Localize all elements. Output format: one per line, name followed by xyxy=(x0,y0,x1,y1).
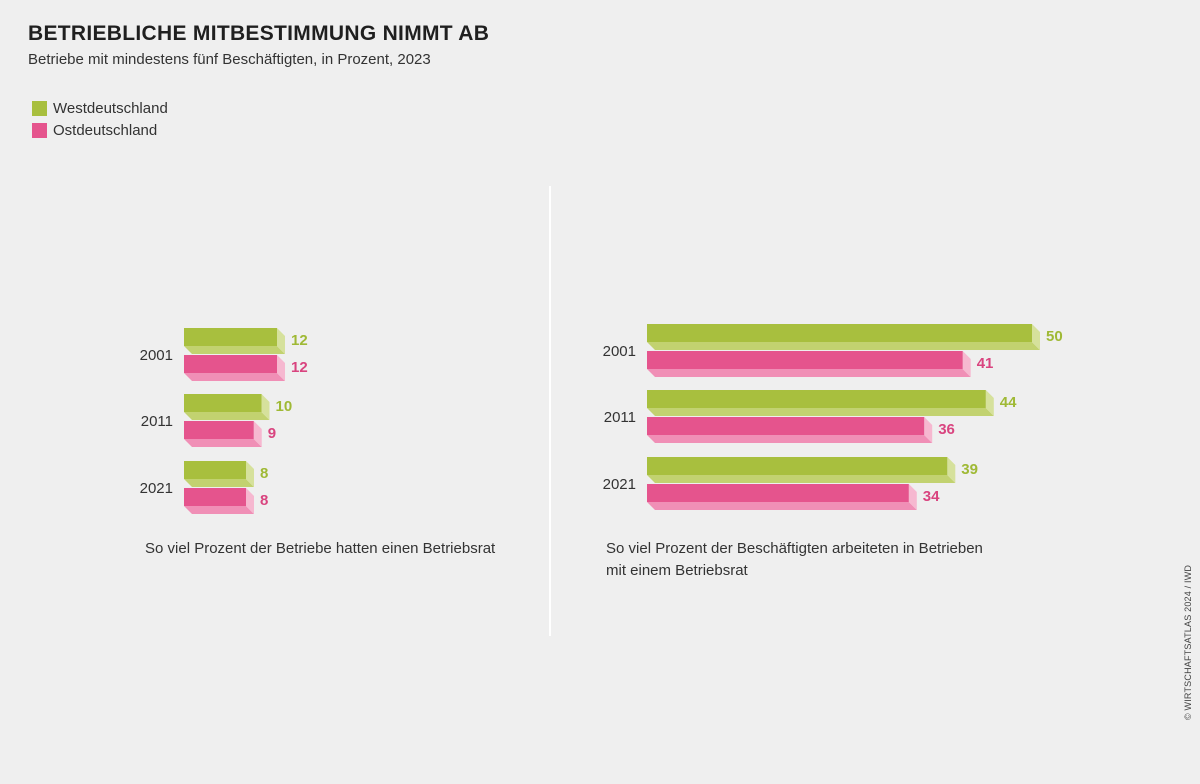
bar-bottom-west-2011-chart2 xyxy=(647,408,994,416)
right-chart-caption: So viel Prozent der Beschäftigten arbeit… xyxy=(606,540,983,579)
bar-west-2001-chart2 xyxy=(647,324,1032,342)
bar-side-east-2001-chart1 xyxy=(277,355,285,381)
legend: Westdeutschland Ostdeutschland xyxy=(32,97,168,141)
bar-side-east-2011-chart1 xyxy=(253,421,262,447)
value-label-west-2021-chart2: 39 xyxy=(961,461,978,478)
bar-side-east-2011-chart2 xyxy=(924,417,933,443)
bar-bottom-west-2021-chart1 xyxy=(184,479,254,487)
bar-side-east-2021-chart1 xyxy=(246,488,254,514)
chart-subtitle: Betriebe mit mindestens fünf Beschäftigt… xyxy=(28,51,431,68)
legend-label-east: Ostdeutschland xyxy=(53,121,158,139)
legend-item-east: Ostdeutschland xyxy=(32,119,168,141)
value-label-east-2021-chart1: 8 xyxy=(260,492,268,509)
bar-side-east-2001-chart2 xyxy=(962,351,971,377)
bar-side-east-2021-chart2 xyxy=(908,484,917,510)
bar-bottom-east-2021-chart1 xyxy=(184,506,254,514)
value-label-west-2021-chart1: 8 xyxy=(260,465,268,482)
year-label-2021-chart1: 2021 xyxy=(140,480,173,497)
bar-west-2021-chart2 xyxy=(647,457,948,475)
bar-bottom-east-2021-chart2 xyxy=(647,502,917,510)
bar-east-2011-chart1 xyxy=(184,421,254,439)
credit-text: © WIRTSCHAFTSATLAS 2024 / IWD xyxy=(1183,564,1193,720)
bar-side-west-2001-chart2 xyxy=(1032,324,1040,350)
year-label-2021-chart2: 2021 xyxy=(603,476,636,493)
bar-side-west-2021-chart2 xyxy=(947,457,956,483)
bar-side-west-2011-chart2 xyxy=(985,390,994,416)
value-label-east-2001-chart2: 41 xyxy=(977,355,994,372)
value-label-west-2011-chart1: 10 xyxy=(276,398,293,415)
bar-west-2011-chart2 xyxy=(647,390,986,408)
value-label-west-2011-chart2: 44 xyxy=(1000,394,1017,411)
bar-bottom-west-2021-chart2 xyxy=(647,475,956,483)
bar-east-2011-chart2 xyxy=(647,417,925,435)
value-label-east-2001-chart1: 12 xyxy=(291,359,308,376)
bar-bottom-east-2001-chart2 xyxy=(647,369,971,377)
value-label-east-2011-chart1: 9 xyxy=(268,425,276,442)
value-label-west-2001-chart2: 50 xyxy=(1046,328,1063,345)
left-chart-caption: So viel Prozent der Betriebe hatten eine… xyxy=(145,540,496,557)
value-label-east-2021-chart2: 34 xyxy=(923,488,940,505)
bar-bottom-east-2001-chart1 xyxy=(184,373,285,381)
bar-side-west-2011-chart1 xyxy=(261,394,270,420)
bar-side-west-2021-chart1 xyxy=(246,461,254,487)
bar-east-2001-chart1 xyxy=(184,355,277,373)
bar-east-2021-chart2 xyxy=(647,484,909,502)
bar-bottom-west-2011-chart1 xyxy=(184,412,270,420)
value-label-east-2011-chart2: 36 xyxy=(938,421,955,438)
bar-bottom-east-2011-chart2 xyxy=(647,435,933,443)
year-label-2011-chart1: 2011 xyxy=(141,413,173,430)
bar-west-2001-chart1 xyxy=(184,328,277,346)
bar-bottom-west-2001-chart2 xyxy=(647,342,1040,350)
legend-swatch-west xyxy=(32,100,47,116)
bar-west-2021-chart1 xyxy=(184,461,246,479)
value-label-west-2001-chart1: 12 xyxy=(291,332,308,349)
year-label-2001-chart1: 2001 xyxy=(140,347,173,364)
bar-side-west-2001-chart1 xyxy=(277,328,285,354)
chart-title: BETRIEBLICHE MITBESTIMMUNG NIMMT AB xyxy=(28,22,490,45)
year-label-2011-chart2: 2011 xyxy=(604,409,636,426)
bar-bottom-west-2001-chart1 xyxy=(184,346,285,354)
legend-swatch-east xyxy=(32,122,47,138)
panel-divider xyxy=(549,186,551,636)
bar-east-2001-chart2 xyxy=(647,351,963,369)
bar-bottom-east-2011-chart1 xyxy=(184,439,262,447)
bar-west-2011-chart1 xyxy=(184,394,262,412)
year-label-2001-chart2: 2001 xyxy=(603,343,636,360)
bar-east-2021-chart1 xyxy=(184,488,246,506)
legend-item-west: Westdeutschland xyxy=(32,97,168,119)
legend-label-west: Westdeutschland xyxy=(53,99,168,117)
